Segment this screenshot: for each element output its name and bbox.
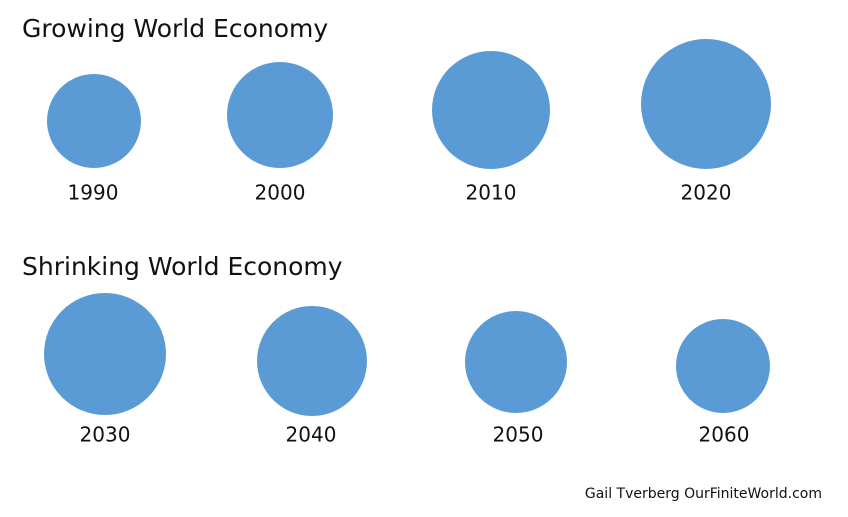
year-label: 2010 xyxy=(466,181,517,205)
economy-circle xyxy=(227,62,333,168)
economy-circle xyxy=(432,51,550,169)
year-label: 2060 xyxy=(699,423,750,447)
year-label: 2050 xyxy=(493,423,544,447)
section-title: Growing World Economy xyxy=(22,14,328,43)
economy-circle xyxy=(44,293,166,415)
year-label: 2030 xyxy=(80,423,131,447)
year-label: 2000 xyxy=(255,181,306,205)
economy-circle xyxy=(257,306,367,416)
economy-circle xyxy=(465,311,567,413)
year-label: 1990 xyxy=(68,181,119,205)
economy-circle xyxy=(641,39,771,169)
economy-circle xyxy=(676,319,770,413)
year-label: 2040 xyxy=(286,423,337,447)
credit: Gail Tverberg OurFiniteWorld.com xyxy=(585,486,822,502)
section-title: Shrinking World Economy xyxy=(22,252,343,281)
economy-circle xyxy=(47,74,141,168)
year-label: 2020 xyxy=(681,181,732,205)
